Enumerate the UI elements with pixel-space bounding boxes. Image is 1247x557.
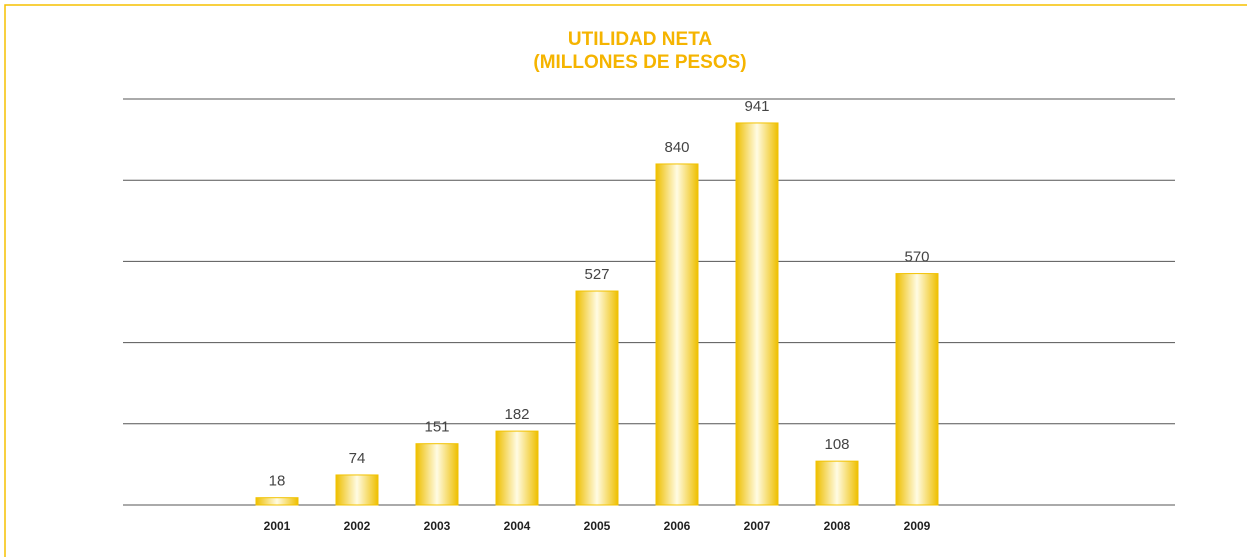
x-tick-label: 2003 [424, 519, 451, 533]
value-label: 570 [904, 249, 929, 266]
x-tick-label: 2001 [264, 519, 291, 533]
x-tick-label: 2004 [504, 519, 531, 533]
x-tick-label: 2005 [584, 519, 611, 533]
bar [415, 443, 459, 506]
chart-title: UTILIDAD NETA [568, 29, 713, 50]
value-label: 840 [664, 139, 689, 156]
bar [895, 273, 939, 506]
bar [335, 474, 379, 506]
value-label: 18 [269, 473, 286, 490]
bar [655, 163, 699, 506]
x-tick-label: 2008 [824, 519, 851, 533]
value-label: 74 [349, 450, 366, 467]
value-label: 527 [584, 266, 609, 283]
chart-subtitle: (MILLONES DE PESOS) [533, 52, 746, 73]
value-label: 182 [504, 406, 529, 423]
x-tick-label: 2006 [664, 519, 691, 533]
bar [575, 290, 619, 506]
x-tick-label: 2007 [744, 519, 771, 533]
value-label: 941 [744, 98, 769, 115]
x-tick-label: 2009 [904, 519, 931, 533]
frame [4, 4, 1247, 557]
bar [495, 430, 539, 506]
value-label: 108 [824, 436, 849, 453]
value-label: 151 [424, 419, 449, 436]
bar [255, 497, 299, 506]
bar [815, 460, 859, 506]
bar [735, 122, 779, 506]
x-tick-label: 2002 [344, 519, 371, 533]
